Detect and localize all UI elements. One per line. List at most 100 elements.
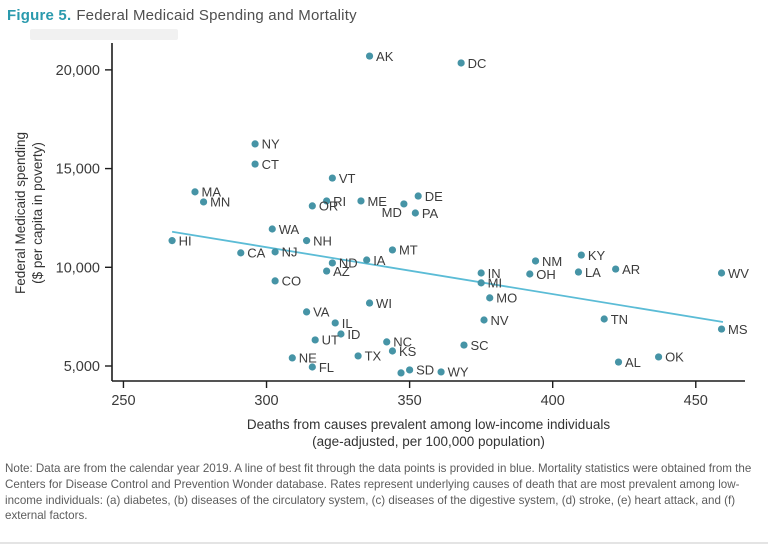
y-tick-label: 15,000 [56,162,100,178]
point-label-AK: AK [376,49,394,64]
data-point-UT [311,336,319,344]
data-point-KY [577,251,585,259]
point-label-CT: CT [262,157,279,172]
data-point-IN [477,269,485,277]
point-label-MO: MO [496,291,517,306]
point-label-NM: NM [542,254,562,269]
point-label-MA: MA [201,185,221,200]
point-label-MD: MD [382,205,402,220]
data-point-AK [365,52,374,60]
y-tick-label: 20,000 [56,63,100,79]
data-point-ID [337,330,345,338]
point-label-LA: LA [585,265,601,280]
point-label-OR: OR [319,199,339,214]
point-label-NC: NC [393,335,412,350]
point-label-SC: SC [470,338,488,353]
figure-note: Note: Data are from the calendar year 20… [5,462,752,523]
data-point-VA [302,308,311,316]
data-point-WI [365,299,374,307]
point-label-MN: MN [210,195,230,210]
data-point-MT [388,246,397,254]
point-label-CA: CA [247,246,265,261]
data-point-NJ [271,248,279,256]
data-point-AL [614,358,623,366]
x-axis-title-line2: (age-adjusted, per 100,000 population) [312,434,545,449]
point-label-WI: WI [376,296,392,311]
data-point-NE [288,354,296,362]
data-point-OH [526,270,534,278]
point-label-MI: MI [488,276,502,291]
data-point-ME [357,197,365,205]
point-label-IL: IL [342,316,353,331]
x-tick-label: 400 [541,393,565,409]
data-point-CO [271,277,279,285]
figure-number-label: Figure 5. [7,7,72,24]
point-label-OH: OH [536,267,556,282]
data-point-DC [457,59,465,67]
scatter-chart-svg: 5,000 10,000 15,000 20,000 250 300 350 400 450 De… [13,43,749,449]
point-label-NH: NH [313,233,332,248]
data-point-MN [199,198,208,206]
data-point-SC [460,341,468,349]
point-label-VA: VA [313,305,330,320]
point-label-WV: WV [728,266,749,281]
point-label-OK: OK [665,350,684,365]
data-point-MA [191,188,199,196]
point-label-NY: NY [262,137,280,152]
point-label-IA: IA [373,253,386,268]
page-divider [0,542,768,544]
data-point-NC [383,338,391,346]
point-label-ID: ID [347,327,360,342]
point-label-UT: UT [322,333,339,348]
point-label-KS: KS [399,344,417,359]
point-label-IN: IN [488,266,501,281]
data-point-IA [363,256,371,264]
data-point-FL [308,363,316,371]
data-point-IL [331,319,339,327]
point-label-KY: KY [588,248,606,263]
data-point-MS [717,325,726,333]
data-point-MD [400,200,408,208]
figure-title-text: Federal Medicaid Spending and Mortality [76,7,357,24]
point-label-VT: VT [339,171,356,186]
data-point [397,369,405,377]
point-label-NE: NE [299,351,317,366]
data-point-VT [328,174,336,182]
point-label-AZ: AZ [333,264,350,279]
x-tick-label: 300 [254,393,278,409]
data-point-WA [268,225,276,233]
point-label-ME: ME [367,194,387,209]
data-point-RI [323,197,331,205]
scatter-chart: 5,000 10,000 15,000 20,000 250 300 350 400 450 De… [13,43,749,449]
figure-title: Figure 5. Federal Medicaid Spending and M… [7,7,357,24]
point-label-CO: CO [282,274,302,289]
point-label-MS: MS [728,322,748,337]
point-label-DE: DE [425,189,443,204]
point-label-HI: HI [179,233,192,248]
x-tick-label: 450 [684,393,708,409]
point-label-NJ: NJ [282,245,298,260]
data-point-NM [531,257,540,265]
point-label-RI: RI [333,194,346,209]
point-label-PA: PA [422,206,439,221]
data-point-WV [717,269,726,277]
data-point-AZ [323,267,331,275]
data-point-MI [477,279,485,287]
data-point-HI [168,237,176,245]
point-label-NV: NV [491,313,509,328]
data-point-OK [654,353,663,361]
data-point-CT [251,160,259,168]
data-point-NH [302,237,311,245]
faint-highlight-bar [30,29,178,40]
y-axis-title-line2: ($ per capita in poverty) [30,142,45,284]
data-point-NV [480,316,488,324]
data-point-PA [411,209,419,217]
point-label-AL: AL [625,355,641,370]
data-point-LA [574,268,583,276]
data-point-KS [388,347,397,355]
data-point-SD [406,366,414,374]
data-point-WY [437,368,445,376]
point-label-FL: FL [319,360,334,375]
point-label-DC: DC [468,56,487,71]
